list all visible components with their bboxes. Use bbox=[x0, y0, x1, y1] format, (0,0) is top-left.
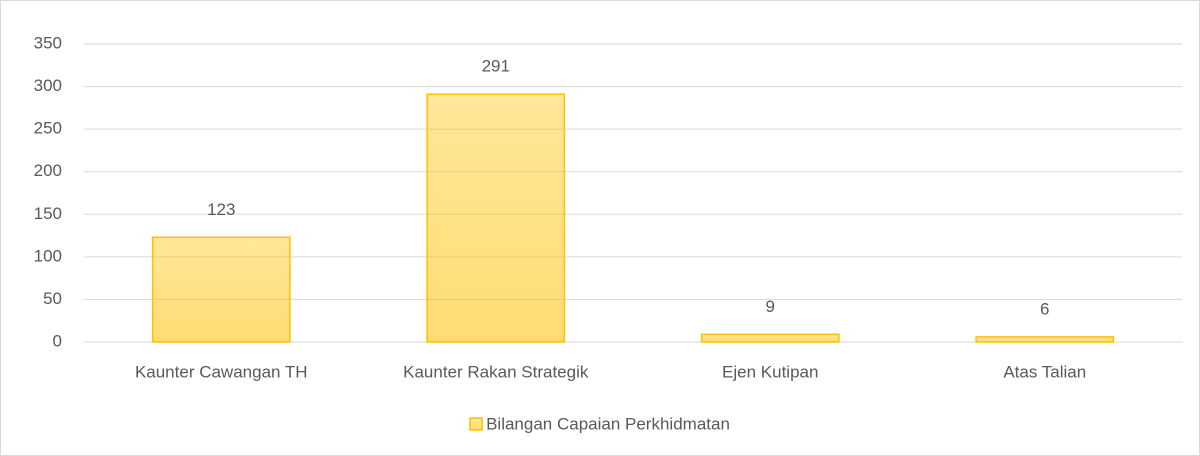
bar bbox=[151, 236, 291, 343]
x-tick-label: Kaunter Rakan Strategik bbox=[403, 362, 589, 381]
x-tick-label: Ejen Kutipan bbox=[722, 362, 818, 381]
data-label: 291 bbox=[482, 57, 510, 76]
data-label: 123 bbox=[207, 200, 235, 219]
y-tick-label: 50 bbox=[43, 289, 62, 308]
y-tick-label: 150 bbox=[34, 204, 62, 223]
y-tick-label: 100 bbox=[34, 246, 62, 265]
legend-swatch bbox=[469, 417, 483, 431]
y-tick-label: 200 bbox=[34, 161, 62, 180]
y-tick-label: 350 bbox=[34, 33, 62, 52]
legend-label: Bilangan Capaian Perkhidmatan bbox=[486, 414, 730, 433]
y-tick-label: 0 bbox=[53, 331, 62, 350]
bar bbox=[975, 336, 1115, 343]
y-tick-label: 250 bbox=[34, 119, 62, 138]
data-label: 9 bbox=[766, 297, 775, 316]
data-label: 6 bbox=[1040, 299, 1049, 318]
x-tick-label: Atas Talian bbox=[1003, 362, 1086, 381]
x-tick-label: Kaunter Cawangan TH bbox=[135, 362, 308, 381]
bar bbox=[426, 93, 566, 343]
y-tick-label: 300 bbox=[34, 76, 62, 95]
bar bbox=[700, 333, 840, 343]
